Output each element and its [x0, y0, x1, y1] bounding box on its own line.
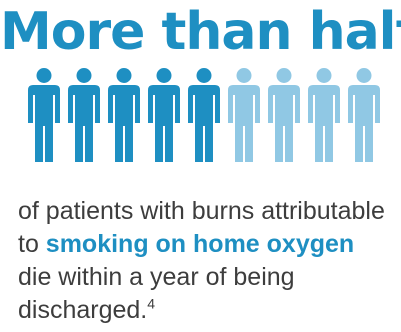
person-icon [68, 68, 100, 162]
person-icon [228, 68, 260, 162]
statement-emphasis: smoking on home oxygen [45, 230, 355, 258]
statement-text: of patients with burns attributable to s… [18, 195, 393, 327]
people-pictogram [28, 68, 380, 162]
person-icon [148, 68, 180, 162]
statement-part-2: die within a year of being discharged. [18, 263, 295, 324]
footnote-marker: 4 [147, 295, 156, 312]
person-icon [268, 68, 300, 162]
person-icon [188, 68, 220, 162]
person-icon [348, 68, 380, 162]
person-icon [108, 68, 140, 162]
statement-part-1: of patients with burns attributable to [18, 197, 385, 258]
person-icon [28, 68, 60, 162]
headline: More than half [0, 2, 401, 62]
person-icon [308, 68, 340, 162]
